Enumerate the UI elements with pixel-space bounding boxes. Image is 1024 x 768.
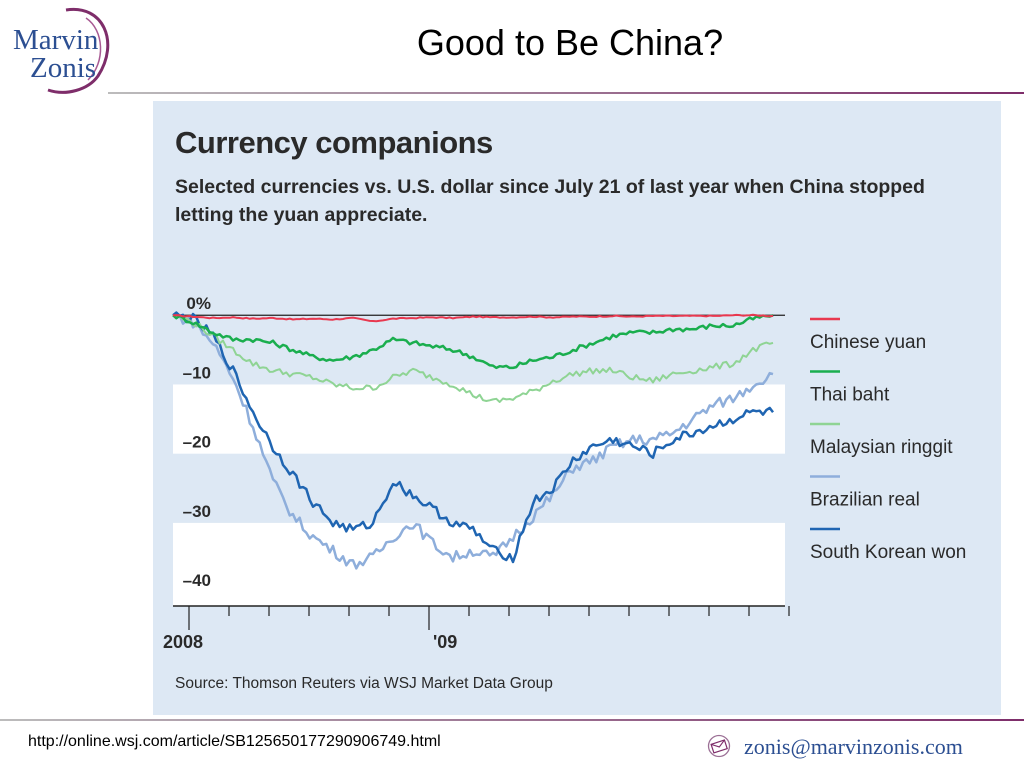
legend-label: Chinese yuan (810, 332, 926, 353)
series-line (172, 314, 774, 403)
top-divider (108, 92, 1024, 94)
series-line (172, 313, 774, 323)
x-tick-label: 2008 (163, 632, 203, 652)
chart-subtitle: Selected currencies vs. U.S. dollar sinc… (175, 176, 925, 226)
legend-label: Malaysian ringgit (810, 437, 953, 458)
marvin-zonis-logo: Marvin Zonis (8, 6, 128, 96)
series-line (172, 314, 774, 370)
series-line (172, 311, 774, 564)
bottom-divider (0, 719, 1024, 721)
logo-swoosh-icon (47, 7, 110, 94)
footer-email: zonis@marvinzonis.com (744, 734, 963, 759)
chart-panel: Currency companions Selected currencies … (153, 101, 1001, 715)
grid-band (173, 453, 785, 523)
legend-label: South Korean won (810, 542, 966, 563)
y-tick-label: –20 (183, 433, 211, 452)
y-tick-label: –30 (183, 502, 211, 521)
legend-label: Brazilian real (810, 490, 920, 511)
y-tick-label: –40 (183, 571, 211, 590)
logo-line2: Zonis (30, 52, 97, 84)
footer-url: http://online.wsj.com/article/SB12565017… (28, 733, 441, 750)
logo-line1: Marvin (13, 24, 99, 56)
slide-title: Good to Be China? (416, 22, 724, 63)
chart-source: Source: Thomson Reuters via WSJ Market D… (175, 675, 553, 692)
chart-title: Currency companions (175, 125, 493, 160)
x-tick-label: '09 (433, 632, 457, 652)
legend-label: Thai baht (810, 385, 890, 406)
envelope-icon (707, 734, 731, 758)
y-tick-label: –10 (183, 363, 211, 382)
line-chart: 0% –10 –20 –30 –40 2008 '09 Chinese yuan Thai ba… (163, 246, 966, 652)
series-line (172, 313, 774, 570)
y-tick-label: 0% (186, 294, 211, 313)
